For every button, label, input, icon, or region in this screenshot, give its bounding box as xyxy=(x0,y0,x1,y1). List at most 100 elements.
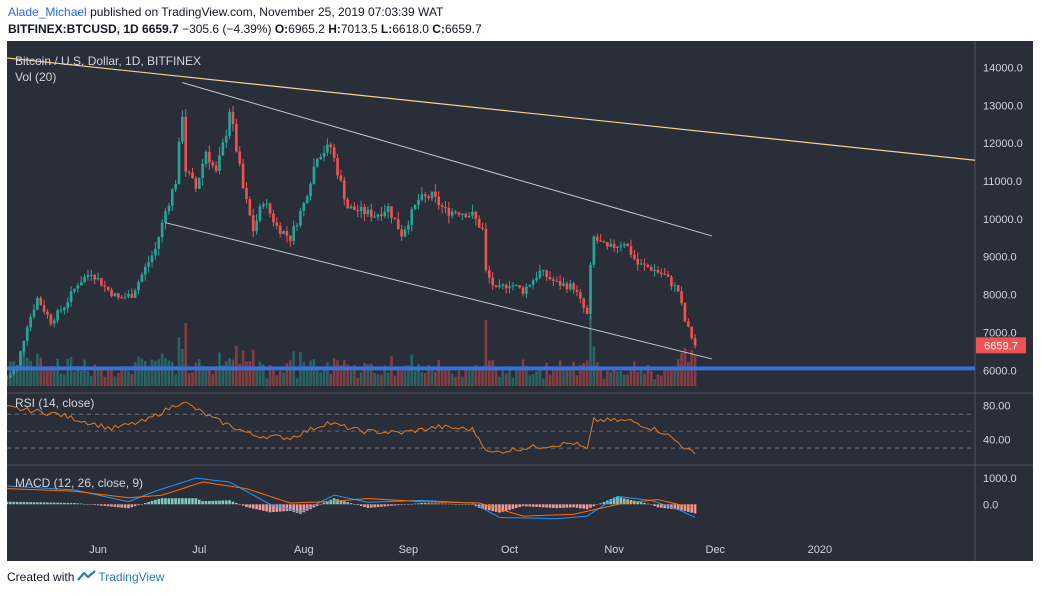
volume-bar xyxy=(568,370,572,386)
candle-body xyxy=(447,208,451,216)
macd-histogram-bar xyxy=(208,500,211,505)
macd-histogram-bar xyxy=(400,504,403,505)
volume-bar xyxy=(76,365,80,386)
macd-histogram-bar xyxy=(484,504,488,510)
volume-bar xyxy=(488,360,491,386)
volume-bar xyxy=(272,367,275,386)
candle-body xyxy=(231,111,235,125)
volume-bar xyxy=(289,360,292,386)
macd-histogram-bar xyxy=(322,502,326,505)
candle-body xyxy=(639,263,643,265)
price-tick-label: 9000.0 xyxy=(983,252,1017,264)
macd-histogram-bar xyxy=(656,504,660,508)
macd-histogram-bar xyxy=(541,504,545,508)
macd-histogram-bar xyxy=(363,504,366,508)
volume-bar xyxy=(214,366,218,386)
macd-histogram-bar xyxy=(86,504,90,505)
candle-body xyxy=(103,285,107,287)
candle-body xyxy=(467,215,471,218)
volume-bar xyxy=(123,365,127,386)
macd-histogram-bar xyxy=(201,501,204,505)
candle-body xyxy=(440,205,444,207)
macd-histogram-bar xyxy=(619,497,623,505)
candle-body xyxy=(63,307,66,311)
macd-histogram-bar xyxy=(653,504,656,506)
macd-histogram-bar xyxy=(164,498,167,505)
candle-body xyxy=(218,155,221,172)
macd-histogram-bar xyxy=(299,504,302,514)
volume-bar xyxy=(423,373,427,386)
candle-body xyxy=(285,231,289,236)
volume-bar xyxy=(656,374,660,386)
macd-histogram-bar xyxy=(292,504,295,512)
candle-body xyxy=(336,157,339,176)
candle-body xyxy=(147,262,150,267)
volume-bar xyxy=(103,376,107,386)
candle-body xyxy=(568,283,572,290)
volume-bar xyxy=(130,373,134,386)
candle-body xyxy=(170,189,174,206)
volume-bar xyxy=(649,371,653,386)
volume-bar xyxy=(413,370,417,386)
volume-bar xyxy=(110,367,113,386)
macd-histogram-bar xyxy=(275,504,279,512)
macd-histogram-bar xyxy=(83,503,86,505)
volume-bar xyxy=(312,359,316,386)
macd-histogram-bar xyxy=(278,504,282,512)
candle-body xyxy=(309,183,312,197)
macd-histogram-bar xyxy=(555,504,559,509)
volume-bar xyxy=(538,369,542,386)
macd-histogram-bar xyxy=(140,504,144,505)
candle-body xyxy=(602,241,606,243)
macd-label: MACD (12, 26, close, 9) xyxy=(15,476,143,490)
volume-bar xyxy=(245,361,248,386)
volume-bar xyxy=(673,366,677,386)
candle-body xyxy=(396,219,400,230)
macd-histogram-bar xyxy=(251,504,255,509)
candle-body xyxy=(86,275,90,277)
author-link[interactable]: Alade_Michael xyxy=(8,5,87,19)
candle-body xyxy=(518,285,521,288)
macd-histogram-bar xyxy=(127,504,130,509)
volume-bar xyxy=(359,372,363,386)
macd-histogram-bar xyxy=(157,499,161,505)
candle-body xyxy=(629,246,633,255)
volume-bar xyxy=(376,374,380,386)
macd-histogram-bar xyxy=(430,503,434,505)
candle-body xyxy=(265,203,269,205)
candle-body xyxy=(693,338,697,346)
macd-histogram-bar xyxy=(329,499,333,505)
macd-histogram-bar xyxy=(403,504,407,505)
macd-histogram-bar xyxy=(245,504,248,508)
candle-body xyxy=(646,264,650,267)
candle-body xyxy=(241,163,245,189)
candle-body xyxy=(204,151,208,164)
volume-bar xyxy=(15,369,19,386)
candle-body xyxy=(52,320,56,324)
macd-histogram-bar xyxy=(376,504,380,508)
candle-body xyxy=(32,309,36,317)
candle-body xyxy=(683,303,687,322)
candle-body xyxy=(184,116,188,172)
macd-histogram-bar xyxy=(187,498,191,505)
volume-bar xyxy=(258,361,262,386)
macd-histogram-bar xyxy=(96,504,100,506)
candle-body xyxy=(366,209,370,215)
macd-histogram-bar xyxy=(461,504,464,505)
macd-histogram-bar xyxy=(643,502,646,505)
macd-histogram-bar xyxy=(595,504,599,505)
rsi-tick-label: 80.00 xyxy=(983,401,1011,413)
macd-histogram-bar xyxy=(558,504,562,508)
candle-body xyxy=(110,289,113,297)
macd-histogram-bar xyxy=(319,504,322,505)
chart-canvas[interactable]: 6000.0 7000.0 8000.0 9000.0 10000.0 11000.0 12… xyxy=(7,41,1033,561)
macd-histogram-bar xyxy=(673,504,677,510)
macd-histogram-bar xyxy=(356,504,360,506)
channel-lower xyxy=(165,222,713,360)
macd-histogram-bar xyxy=(191,498,194,505)
volume-bar xyxy=(174,374,177,386)
candle-body xyxy=(488,270,491,278)
macd-histogram-bar xyxy=(289,504,292,511)
volume-bar xyxy=(643,373,646,386)
tradingview-brand[interactable]: TradingView xyxy=(98,570,165,584)
